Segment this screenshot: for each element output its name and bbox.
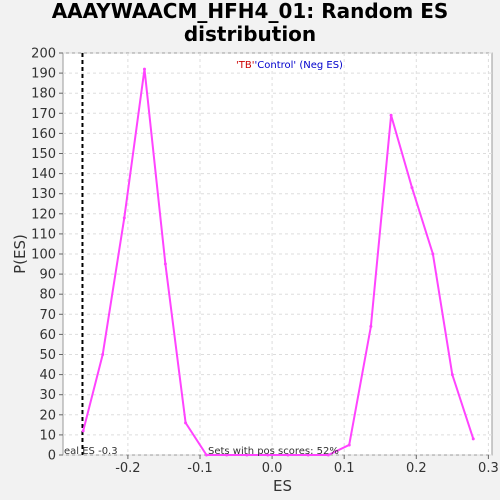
series-point [163, 262, 167, 266]
x-axis-ticks: -0.2 -0.1 0.0 0.1 0.2 0.3 [115, 455, 499, 476]
y-tick-label: 190 [31, 67, 56, 82]
series-point [347, 443, 351, 447]
y-tick-label: 50 [39, 348, 56, 363]
plot-area [62, 52, 493, 456]
y-tick-label: 80 [39, 288, 56, 303]
pos-scores-annotation: Sets with pos scores: 52% [208, 446, 339, 457]
x-axis-label: ES [273, 477, 292, 495]
y-tick-label: 70 [39, 308, 56, 323]
x-tick-label: 0.1 [334, 461, 355, 476]
y-tick-label: 180 [31, 87, 56, 102]
y-tick-label: 90 [39, 268, 56, 283]
y-tick-label: 20 [39, 408, 56, 423]
series-point [122, 216, 126, 220]
y-tick-label: 120 [31, 207, 56, 222]
series-point [142, 67, 146, 71]
series-point [286, 453, 290, 457]
series-point [471, 437, 475, 441]
series-point [410, 186, 414, 190]
chart-title: AAAYWAACM_HFH4_01: Random ES distributio… [0, 0, 500, 46]
series-point [101, 353, 105, 356]
series-point [81, 429, 85, 433]
series-line [82, 68, 475, 456]
x-tick-label: 0.2 [406, 461, 427, 476]
chart-title-line2: distribution [183, 22, 317, 46]
legend-tb: 'TB' [236, 60, 254, 71]
y-tick-label: 30 [39, 388, 56, 403]
y-axis-label: P(ES) [11, 234, 29, 274]
series-point [369, 324, 373, 328]
y-tick-label: 110 [31, 227, 56, 242]
series-point [184, 421, 188, 425]
series-point [431, 252, 435, 256]
legend-neg-es: (Neg ES) [296, 60, 343, 71]
y-tick-label: 130 [31, 187, 56, 202]
real-es-label: eal ES -0.3 [64, 446, 118, 457]
grid-lines [63, 52, 492, 456]
series-points [81, 67, 475, 457]
y-tick-label: 170 [31, 107, 56, 122]
y-tick-label: 200 [31, 47, 56, 62]
y-tick-label: 140 [31, 167, 56, 182]
y-tick-label: 60 [39, 328, 56, 343]
legend: 'TB''Control' (Neg ES) [236, 60, 343, 71]
y-axis-ticks: 0 10 20 30 40 50 60 70 80 90 100 110 120 130 140 150 160… [31, 47, 63, 464]
series-point [389, 113, 393, 117]
x-tick-label: -0.2 [115, 461, 140, 476]
series-point [266, 453, 270, 457]
series-point [326, 453, 330, 457]
x-tick-label: 0.3 [478, 461, 499, 476]
legend-control: 'Control' [255, 60, 297, 71]
series-point [225, 453, 229, 457]
y-tick-label: 40 [39, 368, 56, 383]
series-point [306, 453, 310, 457]
y-tick-label: 10 [39, 428, 56, 443]
y-tick-label: 150 [31, 147, 56, 162]
y-tick-label: 100 [31, 248, 56, 263]
y-tick-label: 0 [48, 449, 56, 464]
x-tick-label: 0.0 [262, 461, 283, 476]
series-point [245, 453, 249, 457]
y-tick-label: 160 [31, 127, 56, 142]
series-point [204, 453, 208, 457]
chart-title-line1: AAAYWAACM_HFH4_01: Random ES [51, 0, 449, 23]
x-tick-label: -0.1 [187, 461, 212, 476]
series-point [450, 373, 454, 377]
